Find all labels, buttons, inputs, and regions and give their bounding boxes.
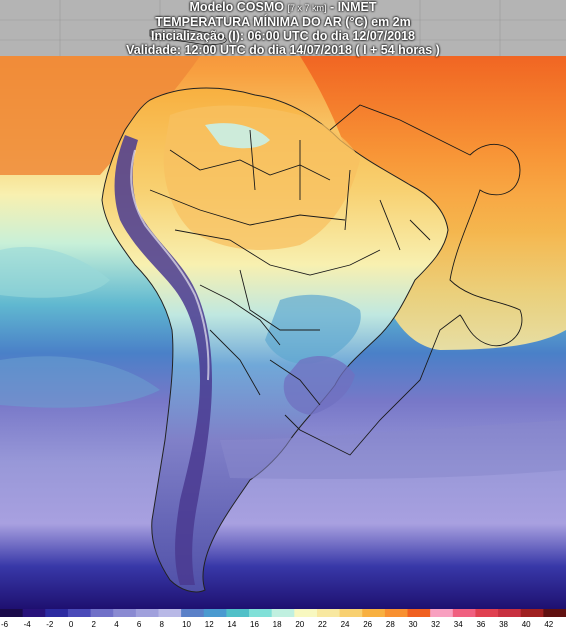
- legend-value-label: 28: [386, 620, 395, 628]
- legend-swatch: [22, 609, 46, 617]
- legend-swatch: [90, 609, 114, 617]
- legend-value-label: 14: [227, 620, 236, 628]
- legend-value-label: 2: [92, 620, 97, 628]
- legend-value-label: 18: [273, 620, 282, 628]
- legend-swatch: [498, 609, 522, 617]
- variable-title: TEMPERATURA MÍNIMA DO AR (°C) em 2m: [155, 15, 411, 29]
- legend-value-label: 16: [250, 620, 259, 628]
- validity-time: Validade: 12:00 UTC do dia 14/07/2018 ( …: [126, 43, 440, 57]
- legend-swatch: [158, 609, 182, 617]
- model-name: Modelo COSMO: [189, 0, 284, 14]
- legend-value-label: 24: [341, 620, 350, 628]
- legend-swatch: [543, 609, 566, 617]
- legend-swatch: [67, 609, 92, 617]
- legend-value-label: 38: [499, 620, 508, 628]
- legend-swatch: [135, 609, 159, 617]
- legend-value-label: 34: [454, 620, 463, 628]
- legend-swatch: [226, 609, 250, 617]
- legend-swatch: [384, 609, 409, 617]
- legend-value-label: 0: [69, 620, 74, 628]
- model-resolution: [7 x 7 km]: [287, 3, 327, 13]
- agency-name: - INMET: [329, 0, 377, 14]
- legend-value-label: 12: [205, 620, 214, 628]
- legend-value-label: 10: [182, 620, 191, 628]
- legend-swatch: [475, 609, 499, 617]
- legend-swatch: [45, 609, 69, 617]
- legend-swatch: [520, 609, 544, 617]
- legend-swatch: [430, 609, 454, 617]
- legend-value-label: 42: [544, 620, 553, 628]
- legend-swatch: [249, 609, 273, 617]
- legend-swatch: [181, 609, 205, 617]
- temperature-map: [0, 0, 566, 609]
- legend-swatch: [452, 609, 476, 617]
- legend-value-label: 4: [114, 620, 119, 628]
- initialization-time: Inicialização (I): 06:00 UTC do dia 12/0…: [151, 29, 415, 43]
- color-scale-legend: -6 -4 -2 0 2 4 6 8 10 12 14 16 18 20 22 24 26 28 30 32 34 36 3…: [0, 609, 566, 628]
- legend-swatch: [294, 609, 318, 617]
- legend-swatch: [316, 609, 341, 617]
- legend-value-label: 6: [137, 620, 142, 628]
- model-title-line: Modelo COSMO [7 x 7 km] - INMET: [0, 0, 566, 15]
- legend-swatch: [362, 609, 386, 617]
- legend-value-label: 36: [476, 620, 485, 628]
- political-borders: [149, 104, 523, 456]
- legend-value-label: -6: [1, 620, 9, 628]
- legend-value-label: -4: [24, 620, 32, 628]
- legend-swatch: [271, 609, 295, 617]
- legend-value-label: 32: [431, 620, 440, 628]
- map-header: Modelo COSMO [7 x 7 km] - INMET TEMPERAT…: [0, 0, 566, 57]
- no-data-area: [0, 0, 566, 56]
- legend-value-label: 40: [522, 620, 531, 628]
- legend-value-label: 30: [409, 620, 418, 628]
- legend-swatch: [0, 609, 24, 617]
- legend-value-label: -2: [46, 620, 54, 628]
- legend-swatch: [339, 609, 363, 617]
- legend-swatch: [203, 609, 227, 617]
- legend-value-label: 8: [159, 620, 164, 628]
- legend-value-label: 26: [363, 620, 372, 628]
- legend-swatch: [113, 609, 137, 617]
- legend-swatch: [407, 609, 431, 617]
- legend-value-label: 22: [318, 620, 327, 628]
- legend-value-label: 20: [295, 620, 304, 628]
